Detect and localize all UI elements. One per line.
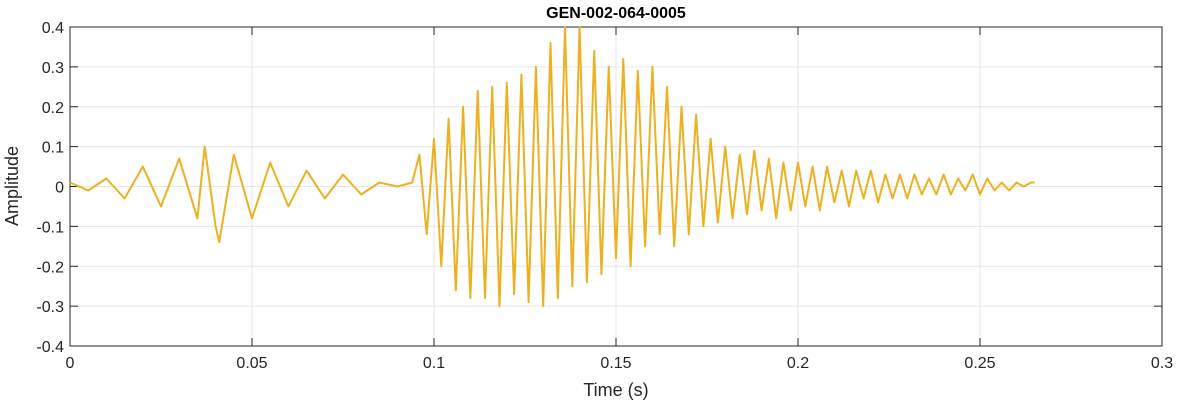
x-tick-label: 0 [66, 355, 75, 372]
y-tick-label: 0 [55, 180, 64, 197]
tick-labels: 0 0.05 0.1 0.15 0.2 0.25 0.3 -0.4 -0.3 -0.2 -0.1 0 0… [36, 20, 1173, 372]
y-axis-label: Amplitude [2, 146, 22, 226]
y-tick-label: 0.1 [42, 140, 64, 157]
y-tick-label: 0.4 [42, 20, 64, 37]
x-tick-label: 0.25 [964, 355, 995, 372]
series [69, 26, 1035, 308]
y-tick-label: -0.3 [36, 299, 64, 316]
y-tick-label: 0.3 [42, 60, 64, 77]
x-tick-label: 0.2 [787, 355, 809, 372]
chart-title: GEN-002-064-0005 [546, 5, 686, 22]
x-axis-label: Time (s) [583, 380, 648, 400]
ticks [69, 26, 1163, 347]
x-tick-label: 0.15 [600, 355, 631, 372]
series-line [69, 26, 1035, 308]
y-tick-label: -0.1 [36, 219, 64, 236]
y-tick-label: -0.4 [36, 339, 64, 356]
x-tick-label: 0.1 [423, 355, 445, 372]
x-tick-label: 0.3 [1151, 355, 1173, 372]
y-tick-label: 0.2 [42, 100, 64, 117]
x-tick-label: 0.05 [236, 355, 267, 372]
y-tick-label: -0.2 [36, 259, 64, 276]
grid [69, 26, 1163, 347]
